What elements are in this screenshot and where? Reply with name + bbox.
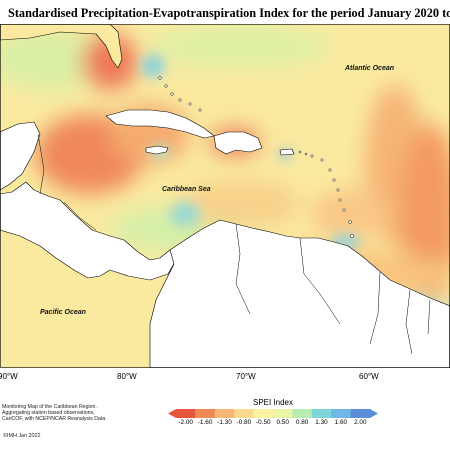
legend-label: 0.80 [295,419,309,426]
legend-label: -1.60 [197,419,213,426]
credit-text: Monitoring Map of the Caribbean Region. … [2,404,117,422]
credit-line: Aggregating station based observations, [2,410,95,416]
country-borders [37,133,431,355]
legend-label: 0.50 [276,419,289,426]
credit-line: Monitoring Map of the Caribbean Region. [2,404,97,410]
legend-swatch [168,409,196,418]
legend-label: 1.60 [334,419,348,426]
longitude-ticks: 90°W 80°W 70°W 60°W [0,368,450,382]
caribbean-sea-label: Caribbean Sea [162,186,211,193]
legend-label: 1.30 [315,419,328,426]
legend-swatch [214,409,235,418]
legend-swatch [331,409,351,418]
legend-swatch [350,409,378,418]
island-arc [158,76,354,238]
copyright: ©IMH Jan 2022 [3,433,41,439]
legend-swatch [311,409,332,418]
atlantic-ocean-label: Atlantic Ocean [344,65,394,72]
legend-label: -0.50 [256,419,271,426]
legend-swatch [234,409,254,418]
spei-legend: SPEI Index -2.00 -1.60 -1.30 -0.80 -0.50 0.50… [168,398,378,428]
map-title: Standardised Precipitation-Evapotranspir… [8,6,450,20]
pacific-ocean-label: Pacific Ocean [40,309,86,316]
legend-swatch [253,409,274,418]
legend-swatch [292,409,313,418]
legend-title: SPEI Index [252,398,294,407]
credit-line: CariCOF, with NCEP/NCAR Reanalysis Data [2,416,106,422]
tick-70w: 70°W [236,372,256,381]
legend-label: -2.00 [178,419,193,426]
spei-map: Atlantic Ocean Caribbean Sea Pacific Oce… [0,24,450,368]
legend-label: -1.30 [217,419,232,426]
land [0,24,450,368]
legend-swatch [195,409,216,418]
legend-label: 2.00 [354,419,367,426]
legend-swatch [273,409,293,418]
tick-80w: 80°W [117,372,137,381]
legend-label: -0.80 [236,419,252,426]
tick-60w: 60°W [359,372,379,381]
tick-90w: 90°W [0,372,18,381]
legend-labels: -2.00 -1.60 -1.30 -0.80 -0.50 0.50 0.80 1.30 1.6… [168,418,378,428]
legend-colorbar [168,409,378,418]
